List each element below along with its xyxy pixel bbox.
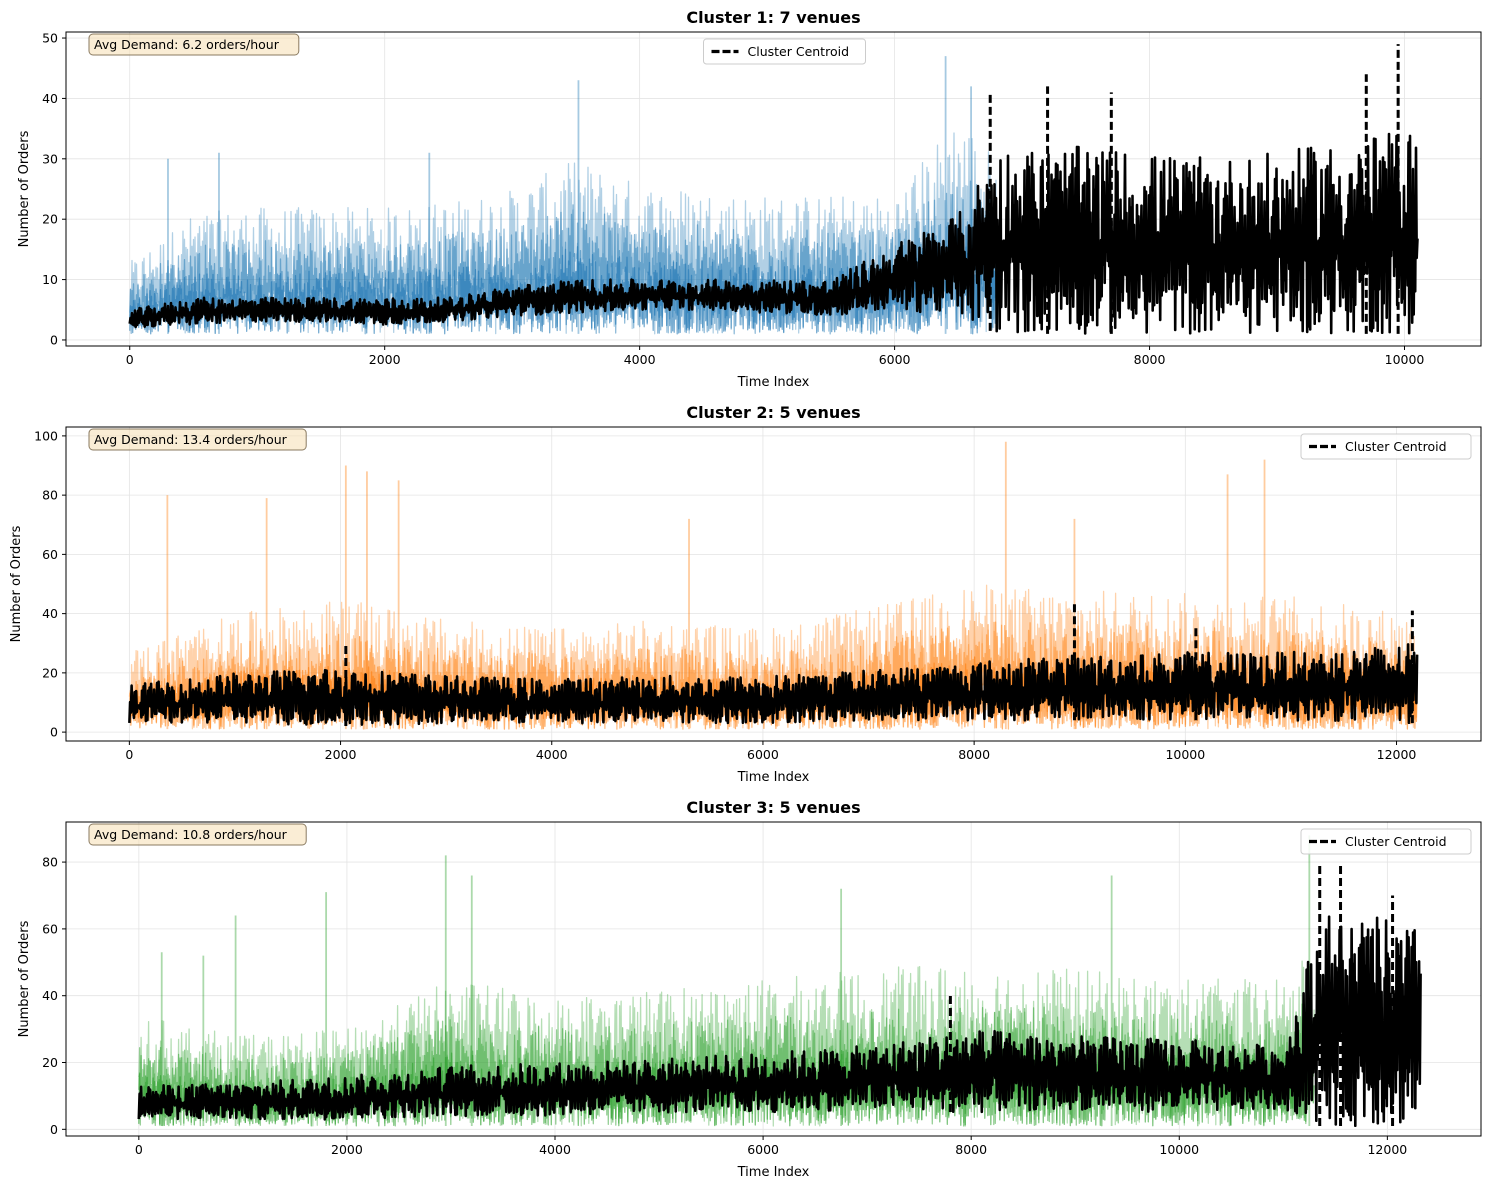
x-tick-label: 8000 xyxy=(955,1142,987,1157)
y-tick-label: 30 xyxy=(42,151,58,166)
legend-label: Cluster Centroid xyxy=(748,44,850,59)
x-tick-label: 6000 xyxy=(747,747,779,762)
annotation-box xyxy=(88,33,300,56)
plot-area-3 xyxy=(137,835,1422,1127)
chart-panel-1: 0 2000 4000 6000 8000 10000 0 10 20 30 40 50 Time In… xyxy=(17,8,1482,390)
avg-demand-annotation: Avg Demand: 6.2 orders/hour xyxy=(88,33,300,56)
centroid-line xyxy=(128,643,1419,726)
y-tick-label: 10 xyxy=(42,272,58,287)
x-tick-label: 8000 xyxy=(1134,352,1166,367)
legend: Cluster Centroid xyxy=(1300,828,1472,855)
y-tick-label: 60 xyxy=(42,921,58,936)
y-tick-label: 40 xyxy=(42,606,58,621)
x-tick-label: 4000 xyxy=(536,747,568,762)
x-tick-label: 0 xyxy=(125,747,133,762)
x-tick-label: 12000 xyxy=(1377,747,1417,762)
y-tick-label: 0 xyxy=(50,332,58,347)
axes-frame xyxy=(65,821,1482,1137)
x-tick-label: 0 xyxy=(126,352,134,367)
legend-box xyxy=(1300,828,1472,855)
y-axis-label: Number of Orders xyxy=(17,130,32,247)
avg-demand-annotation: Avg Demand: 13.4 orders/hour xyxy=(88,428,307,451)
legend-box xyxy=(703,38,866,65)
chart-title: Cluster 2: 5 venues xyxy=(686,403,860,422)
y-tick-label: 50 xyxy=(42,31,58,46)
x-tick-label: 4000 xyxy=(539,1142,571,1157)
legend: Cluster Centroid xyxy=(703,38,866,65)
y-tick-label: 0 xyxy=(50,1122,58,1137)
x-axis-label: Time Index xyxy=(737,375,810,390)
x-tick-label: 0 xyxy=(135,1142,143,1157)
y-tick-label: 20 xyxy=(42,212,58,227)
centroid-line xyxy=(137,915,1422,1127)
chart-panel-3: 0 2000 4000 6000 8000 10000 12000 0 20 40 60 80 Time… xyxy=(17,798,1482,1180)
x-tick-label: 4000 xyxy=(624,352,656,367)
annotation-text: Avg Demand: 13.4 orders/hour xyxy=(94,432,288,447)
legend-label: Cluster Centroid xyxy=(1345,439,1447,454)
y-tick-label: 100 xyxy=(34,428,58,443)
x-tick-label: 10000 xyxy=(1165,747,1205,762)
axes-frame xyxy=(65,426,1482,742)
legend: Cluster Centroid xyxy=(1300,433,1472,460)
y-tick-label: 20 xyxy=(42,1055,58,1070)
chart-title: Cluster 3: 5 venues xyxy=(686,798,860,817)
x-axis-label: Time Index xyxy=(737,770,810,785)
x-tick-label: 2000 xyxy=(331,1142,363,1157)
plot-area-2 xyxy=(128,441,1419,730)
y-tick-label: 20 xyxy=(42,665,58,680)
x-tick-label: 8000 xyxy=(958,747,990,762)
y-tick-label: 40 xyxy=(42,988,58,1003)
y-tick-label: 0 xyxy=(50,725,58,740)
annotation-box xyxy=(88,428,307,451)
x-tick-label: 2000 xyxy=(369,352,401,367)
x-axis-label: Time Index xyxy=(737,1165,810,1180)
centroid-line xyxy=(128,132,1419,335)
y-tick-label: 40 xyxy=(42,91,58,106)
y-axis-label: Number of Orders xyxy=(17,920,32,1037)
annotation-box xyxy=(88,823,307,846)
plot-area-1 xyxy=(128,44,1419,335)
x-tick-label: 10000 xyxy=(1385,352,1425,367)
chart-panel-2: 0 2000 4000 6000 8000 10000 12000 0 20 40 60 80 100 T… xyxy=(9,403,1482,785)
y-tick-label: 80 xyxy=(42,855,58,870)
legend-box xyxy=(1300,433,1472,460)
annotation-text: Avg Demand: 10.8 orders/hour xyxy=(94,827,288,842)
x-tick-label: 2000 xyxy=(325,747,357,762)
y-tick-label: 60 xyxy=(42,547,58,562)
avg-demand-annotation: Avg Demand: 10.8 orders/hour xyxy=(88,823,307,846)
axes-frame xyxy=(65,31,1482,347)
y-tick-label: 80 xyxy=(42,488,58,503)
x-tick-label: 10000 xyxy=(1159,1142,1199,1157)
x-tick-label: 6000 xyxy=(747,1142,779,1157)
y-axis-label: Number of Orders xyxy=(9,525,24,642)
chart-title: Cluster 1: 7 venues xyxy=(686,8,860,27)
annotation-text: Avg Demand: 6.2 orders/hour xyxy=(94,37,280,52)
legend-label: Cluster Centroid xyxy=(1345,834,1447,849)
x-tick-label: 6000 xyxy=(879,352,911,367)
x-tick-label: 12000 xyxy=(1367,1142,1407,1157)
